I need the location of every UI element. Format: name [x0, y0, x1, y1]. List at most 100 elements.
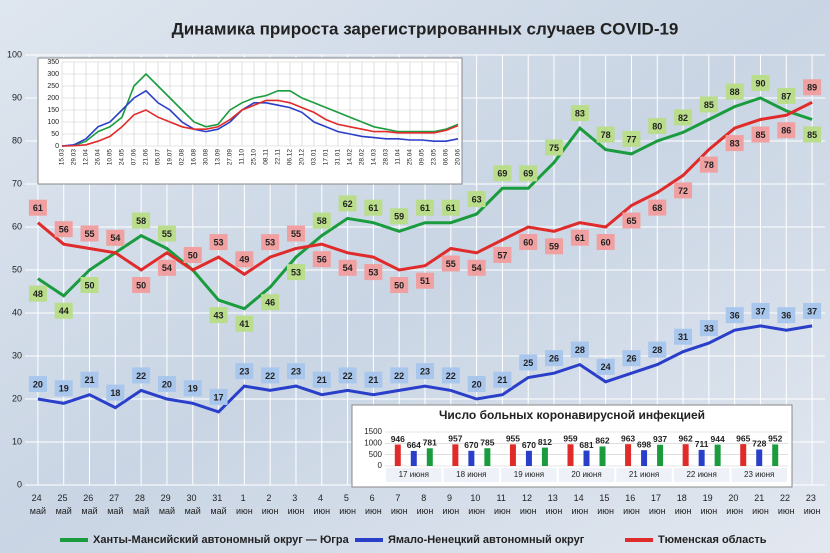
label-box: [390, 367, 409, 384]
label-box: [622, 130, 641, 147]
data-label: 785: [480, 437, 494, 447]
y-tick-label: 20: [12, 393, 22, 403]
label-box: [493, 165, 512, 182]
x-tick-label: 30 май: [185, 493, 201, 516]
label-box: [235, 315, 254, 332]
data-label: 51: [420, 276, 430, 286]
x-tick-label: 18 июня: [456, 470, 486, 479]
label-box: [261, 294, 280, 311]
bar: [698, 449, 705, 466]
x-tick-label: 20 июн: [726, 493, 743, 516]
x-tick-label: 30.08: [203, 149, 210, 166]
x-tick-label: 27.09: [227, 149, 234, 166]
data-label: 50: [85, 280, 95, 290]
label-box: [312, 371, 331, 388]
bar: [599, 446, 606, 466]
label-box: [157, 225, 176, 242]
data-label: 20: [162, 379, 172, 389]
y-tick-label: 350: [47, 59, 59, 66]
label-box: [416, 199, 434, 216]
data-label: 69: [497, 169, 507, 179]
data-label: 20: [33, 379, 43, 389]
y-tick-label: 60: [12, 221, 22, 231]
data-label: 82: [678, 113, 688, 123]
y-tick-label: 10: [12, 436, 22, 446]
label-box: [312, 212, 331, 229]
chart-title: Число больных коронавирусной инфекцией: [439, 408, 705, 422]
label-box: [286, 363, 305, 380]
data-label: 24: [601, 362, 611, 372]
data-label: 21: [317, 375, 327, 385]
category-band: [616, 468, 672, 482]
label-box: [519, 354, 538, 371]
data-label: 862: [595, 436, 609, 446]
label-box: [235, 251, 254, 268]
x-tick-label: 22 июн: [778, 493, 795, 516]
y-tick-label: 50: [51, 131, 59, 138]
label-box: [570, 341, 589, 358]
label-box: [803, 302, 822, 319]
category-band: [501, 468, 557, 482]
data-label: 22: [394, 371, 404, 381]
label-box: [777, 307, 796, 324]
data-label: 43: [214, 310, 224, 320]
data-label: 33: [704, 323, 714, 333]
y-tick-label: 50: [12, 264, 22, 274]
x-tick-label: 24 май: [30, 493, 46, 516]
x-tick-label: 07.06: [131, 149, 138, 166]
x-tick-label: 06.06: [443, 149, 450, 166]
x-tick-label: 28 май: [133, 493, 149, 516]
y-tick-label: 70: [12, 178, 22, 188]
label-box: [54, 221, 73, 238]
data-label: 61: [446, 203, 456, 213]
y-tick-label: 40: [12, 307, 22, 317]
label-box: [416, 363, 434, 380]
x-tick-label: 6 июн: [365, 493, 382, 516]
bar: [484, 448, 491, 466]
label-box: [545, 238, 564, 255]
label-box: [648, 199, 667, 216]
label-box: [545, 350, 564, 367]
label-box: [751, 302, 770, 319]
data-label: 25: [523, 358, 533, 368]
label-box: [777, 122, 796, 139]
data-label: 77: [626, 134, 636, 144]
data-label: 57: [497, 250, 507, 260]
data-label: 55: [446, 259, 456, 269]
line: [37, 96, 813, 311]
data-label: 80: [652, 121, 662, 131]
x-tick-label: 9 июн: [442, 493, 459, 516]
data-label: 58: [136, 216, 146, 226]
x-tick-label: 8 июн: [417, 493, 434, 516]
label-box: [699, 320, 718, 337]
data-label: 20: [472, 379, 482, 389]
label-box: [467, 191, 486, 208]
line: [61, 72, 459, 147]
label-box: [28, 199, 47, 216]
label-box: [777, 87, 796, 104]
label-box: [261, 234, 280, 251]
x-tick-label: 29.03: [71, 149, 78, 166]
label-box: [286, 225, 305, 242]
data-label: 53: [265, 237, 275, 247]
x-tick-label: 15.03: [59, 149, 66, 166]
label-box: [493, 246, 512, 263]
data-label: 50: [394, 280, 404, 290]
label-box: [751, 126, 770, 143]
data-label: 670: [522, 440, 536, 450]
bar: [426, 448, 433, 466]
data-label: 31: [678, 332, 688, 342]
data-label: 72: [678, 186, 688, 196]
x-tick-label: 21.06: [143, 149, 150, 166]
data-label: 88: [730, 87, 740, 97]
data-label: 59: [549, 242, 559, 252]
label-box: [80, 277, 99, 293]
x-tick-label: 5 июн: [339, 493, 356, 516]
y-tick-label: 30: [12, 350, 22, 360]
line: [37, 324, 813, 414]
x-tick-label: 13 июн: [546, 493, 563, 516]
x-tick-label: 06.12: [287, 149, 294, 166]
data-label: 59: [394, 212, 404, 222]
data-label: 946: [391, 434, 405, 444]
data-label: 681: [579, 440, 593, 450]
